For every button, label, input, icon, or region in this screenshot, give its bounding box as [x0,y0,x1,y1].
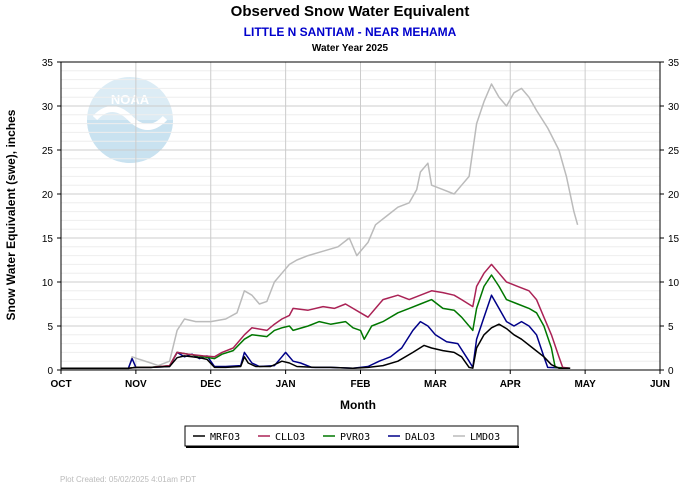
series-line-pvro3 [61,274,571,369]
grid [60,61,661,371]
y-tick-label-right: 10 [668,278,680,289]
y-axis-label: Snow Water Equivalent (swe), inches [4,109,18,320]
noaa-logo-text: NOAA [111,92,150,107]
x-tick-label: MAR [424,379,448,390]
x-tick-label: JAN [276,379,296,390]
y-tick-label-left: 15 [42,234,54,245]
plot-created-footer: Plot Created: 05/02/2025 4:01am PDT [60,475,196,484]
chart-title: Observed Snow Water Equivalent [231,3,470,20]
x-tick-label: FEB [351,379,371,390]
y-tick-label-left: 30 [42,102,54,113]
x-axis-label: Month [340,398,376,412]
legend-label-lmdo3: LMDO3 [470,432,500,443]
y-tick-label-right: 15 [668,234,680,245]
x-tick-label: APR [500,379,522,390]
legend: MRFO3 CLLO3 PVRO3 DALO3 LMDO3 [184,425,519,448]
chart-subtitle: LITTLE N SANTIAM - NEAR MEHAMA [244,25,457,39]
axis-ticks: 0 0 5 5 10 10 15 15 20 20 25 25 30 30 35 35 OCT NOV DEC JAN… [42,58,680,390]
legend-label-mrfo3: MRFO3 [210,432,240,443]
legend-label-cllo3: CLLO3 [275,432,305,443]
x-tick-label: JUN [650,379,670,390]
y-tick-label-right: 25 [668,146,680,157]
chart-subtitle-2: Water Year 2025 [312,43,389,54]
x-tick-label: NOV [125,379,147,390]
y-tick-label-right: 0 [668,366,674,377]
x-tick-label: MAY [574,379,596,390]
legend-label-dalo3: DALO3 [405,432,435,443]
series-line-mrfo3 [61,323,571,369]
y-tick-label-right: 5 [668,322,674,333]
y-tick-label-left: 5 [47,322,53,333]
x-tick-label: DEC [200,379,221,390]
y-tick-label-left: 10 [42,278,54,289]
y-tick-label-left: 25 [42,146,54,157]
y-tick-label-left: 0 [47,366,53,377]
series-group [61,83,579,370]
y-tick-label-right: 20 [668,190,680,201]
legend-label-pvro3: PVRO3 [340,432,370,443]
series-line-cllo3 [61,263,571,369]
legend-shadow [186,446,519,448]
x-tick-label: OCT [50,379,71,390]
y-tick-label-right: 35 [668,58,680,69]
y-tick-label-right: 30 [668,102,680,113]
series-line-lmdo3 [61,83,579,370]
y-tick-label-left: 20 [42,190,54,201]
y-tick-label-left: 35 [42,58,54,69]
